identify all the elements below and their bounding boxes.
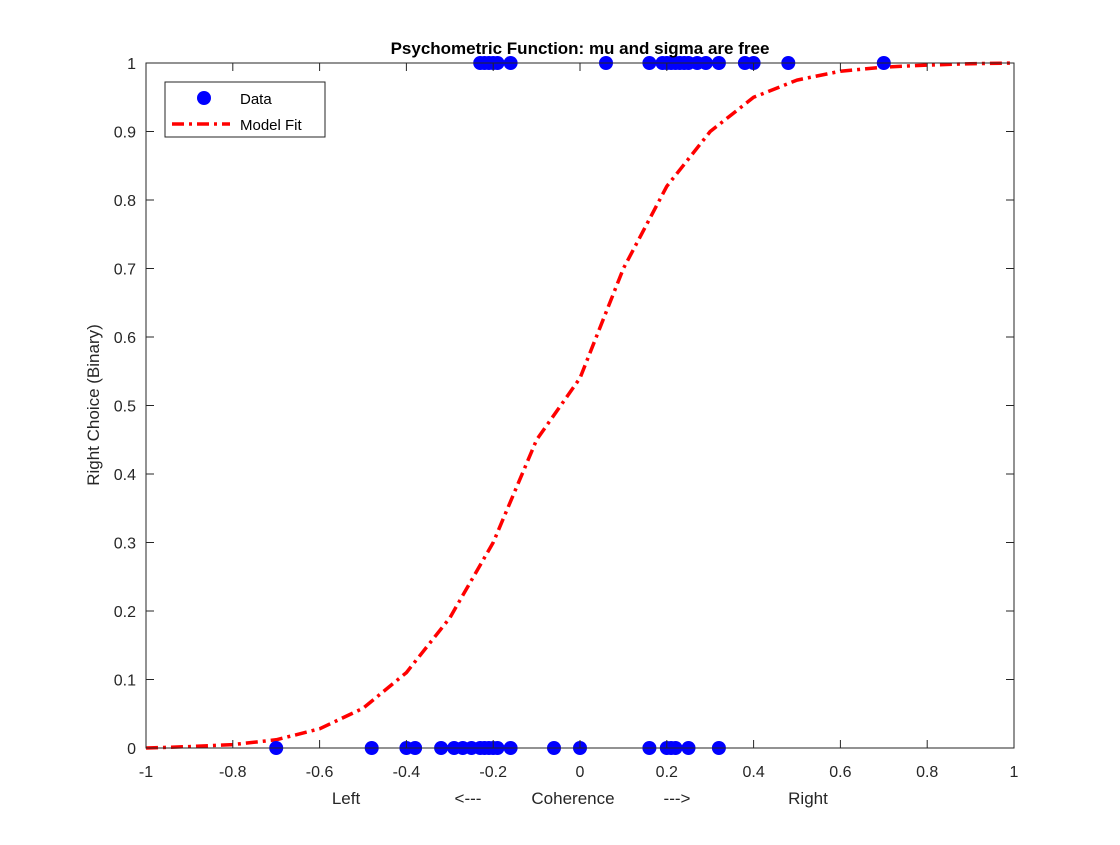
y-tick-label: 0.5 [114,399,136,416]
y-tick-label: 0.7 [114,262,136,279]
x-tick-label: 0 [576,764,585,781]
y-tick-label: 0.6 [114,330,136,347]
y-tick-label: 0.1 [114,673,136,690]
axes-layer: -1 -0.8 -0.6 -0.4 -0.2 0 0.2 0.4 0.6 0.8 1 0 0.1 0.2 0… [114,56,1019,781]
y-tick-label: 0.4 [114,467,136,484]
y-axis-label: Right Choice (Binary) [84,324,103,486]
legend-box [164,81,326,138]
y-tick-label: 0.8 [114,193,136,210]
x-tick-label: -0.2 [479,764,507,781]
model-fit-line [145,61,1015,750]
x-axis-label-left: Left [332,789,361,808]
chart-title: Psychometric Function: mu and sigma are … [391,39,770,58]
x-tick-label: 0.2 [656,764,678,781]
x-tick-label: -0.6 [306,764,334,781]
x-axis-label: Left <--- Coherence ---> Right [332,789,828,808]
x-tick-label: -0.4 [393,764,421,781]
y-tick-label: 0.2 [114,604,136,621]
legend-entry-data: Data [240,91,272,108]
y-tick-label: 0.9 [114,125,136,142]
x-tick-label: -1 [139,764,153,781]
legend-data-marker-icon [197,91,211,105]
x-axis-label-right: Right [788,789,828,808]
x-tick-label: 0.4 [742,764,764,781]
legend: Data Model Fit [164,81,326,138]
x-tick-label: -0.8 [219,764,247,781]
x-axis-label-right-arrow: ---> [664,789,691,808]
y-tick-label: 0 [127,741,136,758]
x-axis-label-center: Coherence [531,789,614,808]
plot-area-background [146,63,1014,748]
x-axis-label-left-arrow: <--- [455,789,482,808]
x-tick-label: 0.8 [916,764,938,781]
x-tick-label: 1 [1010,764,1019,781]
x-tick-label: 0.6 [829,764,851,781]
y-tick-label: 1 [127,56,136,73]
legend-entry-model-fit: Model Fit [240,117,303,134]
y-tick-label: 0.3 [114,536,136,553]
